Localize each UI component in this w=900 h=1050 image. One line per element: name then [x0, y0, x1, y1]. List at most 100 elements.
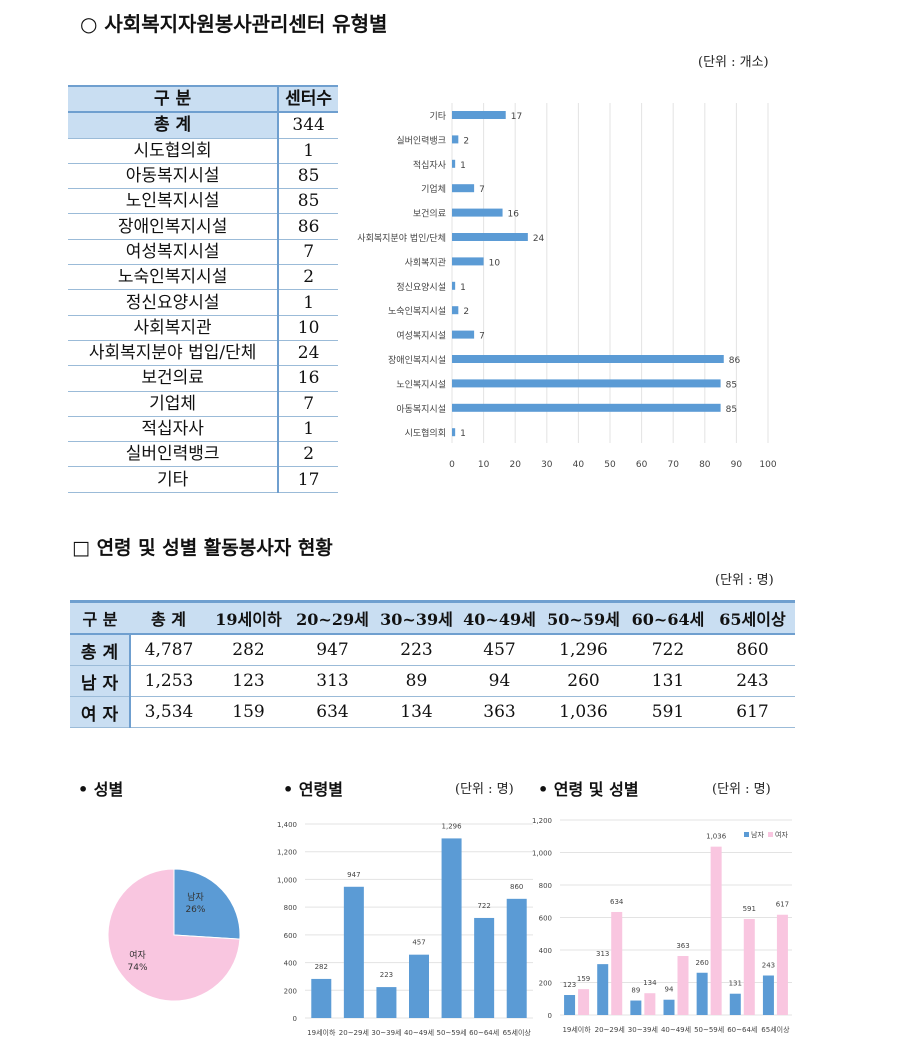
bar	[376, 987, 397, 1018]
row-label: 장애인복지시설	[68, 213, 280, 240]
gender-pie-chart: 남자 26% 여자 74%	[107, 868, 241, 1002]
category-label: 아동복지시설	[396, 404, 446, 415]
data-label: 457	[412, 939, 425, 947]
x-tick-label: 65세이상	[761, 1025, 790, 1034]
row-label: 기업체	[68, 391, 280, 417]
x-tick-label: 19세이하	[562, 1025, 591, 1034]
bar-female	[776, 914, 788, 1015]
data-label: 86	[729, 356, 741, 366]
header-cell: 50~59세	[541, 600, 626, 635]
section1-unit: (단위 : 개소)	[698, 55, 769, 70]
category-label: 사회복지관	[405, 257, 446, 268]
table-row: 장애인복지시설 86	[68, 213, 338, 240]
table-row: 정신요양시설 1	[68, 289, 338, 316]
header-cell: 30~39세	[375, 600, 458, 635]
bar-female	[611, 911, 623, 1015]
table-cell: 363	[458, 696, 541, 728]
header-cell: 65세이상	[710, 600, 795, 635]
x-tick-label: 40~49세	[661, 1025, 691, 1034]
bar	[452, 257, 484, 266]
y-tick-label: 0	[548, 1012, 552, 1020]
bar	[452, 428, 456, 437]
row-label: 시도협의회	[68, 138, 280, 164]
row-label: 여성복지시설	[68, 239, 280, 266]
x-tick-label: 60	[636, 460, 648, 470]
bar	[452, 135, 459, 144]
table-cell: 123	[207, 665, 290, 697]
row-value: 16	[278, 365, 338, 392]
pie-slice	[107, 868, 241, 1002]
table-cell: 94	[458, 665, 541, 697]
row-header: 여 자	[70, 696, 131, 728]
bar	[409, 954, 429, 1018]
row-value: 7	[278, 239, 338, 266]
data-label: 591	[743, 905, 756, 913]
bar	[452, 330, 475, 339]
category-label: 노숙인복지시설	[388, 306, 446, 317]
row-value: 2	[278, 441, 338, 468]
y-tick-label: 400	[284, 960, 297, 968]
row-header: 총 계	[70, 634, 131, 666]
row-value: 86	[278, 213, 338, 240]
row-label: 노인복지시설	[68, 188, 280, 215]
header-cell: 구 분	[70, 600, 130, 635]
data-label: 243	[762, 962, 775, 970]
x-tick-label: 65세이상	[503, 1028, 532, 1037]
data-label: 1,296	[442, 822, 463, 830]
data-label: 260	[695, 959, 708, 967]
table-row: 사회복지분야 법입/단체 24	[68, 340, 338, 367]
data-label: 282	[315, 963, 328, 971]
bar-female	[710, 846, 722, 1015]
table-row: 여 자 3,534 159 634 134 363 1,036 591 617	[70, 696, 795, 728]
table-cell: 860	[710, 634, 795, 666]
table-cell: 1,296	[541, 634, 626, 666]
category-label: 기타	[429, 111, 446, 122]
age-chart-unit: (단위 : 명)	[455, 782, 514, 797]
data-label: 722	[477, 902, 490, 910]
row-label: 기타	[68, 466, 280, 493]
category-label: 시도협의회	[405, 427, 446, 439]
table-row: 시도협의회 1	[68, 138, 338, 164]
bar	[441, 838, 462, 1018]
slice-label: 여자	[129, 949, 146, 961]
bar	[474, 917, 495, 1018]
age-chart-title: • 연령별	[283, 780, 343, 799]
x-tick-label: 50	[604, 460, 616, 470]
x-tick-label: 30~39세	[628, 1025, 658, 1034]
y-tick-label: 200	[284, 987, 297, 995]
table-cell: 722	[626, 634, 710, 666]
header-cell: 19세이하	[207, 600, 290, 635]
row-label: 실버인력뱅크	[68, 441, 280, 468]
section2-title: □ 연령 및 성별 활동봉사자 현황	[72, 537, 333, 559]
x-tick-label: 0	[449, 460, 455, 470]
row-label: 사회복지관	[68, 315, 280, 341]
data-label: 134	[643, 979, 657, 987]
category-label: 실버인력뱅크	[396, 134, 446, 146]
header-cell: 60~64세	[626, 600, 710, 635]
header-cell: 40~49세	[458, 600, 541, 635]
slice-percent: 26%	[185, 905, 205, 915]
bar-male	[630, 1000, 642, 1015]
row-value: 2	[278, 264, 338, 291]
data-label: 2	[463, 136, 469, 146]
x-tick-label: 20~29세	[595, 1025, 625, 1034]
table-cell: 159	[207, 696, 290, 728]
table-row: 노숙인복지시설 2	[68, 264, 338, 291]
data-label: 1	[460, 161, 466, 171]
y-tick-label: 400	[539, 947, 552, 955]
x-tick-label: 20~29세	[339, 1028, 369, 1037]
y-tick-label: 800	[284, 904, 297, 912]
section2-unit: (단위 : 명)	[715, 573, 774, 588]
table-cell: 131	[626, 665, 710, 697]
y-tick-label: 1,200	[277, 849, 297, 857]
row-value: 17	[278, 466, 338, 493]
data-label: 860	[510, 883, 523, 891]
table-cell: 4,787	[130, 634, 207, 666]
category-label: 사회복지분야 법인/단체	[357, 233, 446, 244]
table-cell: 89	[375, 665, 458, 697]
row-value: 1	[278, 289, 338, 316]
